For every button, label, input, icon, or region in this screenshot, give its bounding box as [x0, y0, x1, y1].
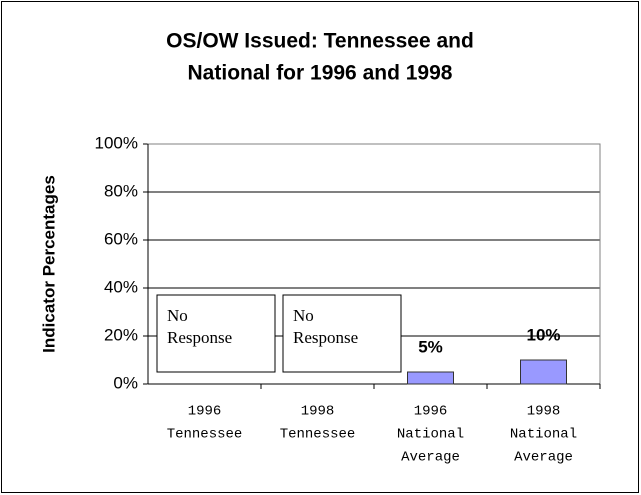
annotation-box: [156, 294, 276, 373]
x-tick-label: 1996: [414, 404, 448, 420]
y-tick-label: 60%: [104, 229, 138, 248]
y-tick-label: 0%: [113, 373, 138, 392]
bar: [520, 359, 567, 385]
x-tick-label: Average: [514, 450, 573, 466]
annotation-text: No Response: [167, 306, 233, 347]
annotation-text: No Response: [293, 306, 359, 347]
value-label: 10%: [526, 325, 560, 344]
y-tick-label: 40%: [104, 277, 138, 296]
annotation-box: [282, 294, 402, 373]
x-tick-label: National: [397, 427, 464, 443]
bar: [407, 371, 454, 385]
chart-title: OS/OW Issued: Tennessee and: [166, 30, 474, 53]
y-tick-label: 20%: [104, 325, 138, 344]
y-axis-label: Indicator Percentages: [39, 175, 58, 353]
chart-title: National for 1996 and 1998: [188, 62, 453, 85]
x-tick-label: 1998: [527, 404, 561, 420]
x-tick-label: 1996: [188, 404, 222, 420]
x-tick-label: Average: [401, 450, 460, 466]
y-tick-label: 100%: [95, 133, 138, 152]
x-tick-label: National: [510, 427, 577, 443]
x-tick-label: 1998: [301, 404, 335, 420]
y-tick-label: 80%: [104, 181, 138, 200]
annotation: No Response: [167, 306, 233, 347]
value-label: 5%: [418, 337, 443, 356]
x-tick-label: Tennessee: [280, 427, 356, 443]
annotation: No Response: [293, 306, 359, 347]
x-tick-label: Tennessee: [167, 427, 243, 443]
